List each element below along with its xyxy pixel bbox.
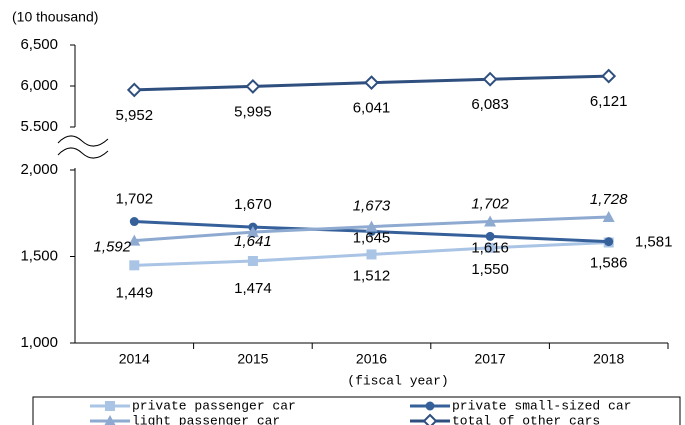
data-label: 5,952	[116, 107, 154, 124]
x-tick-label: 2017	[475, 351, 506, 367]
legend-label: private passenger car	[132, 398, 296, 413]
marker	[126, 82, 142, 98]
data-label: 5,995	[234, 103, 272, 120]
marker	[425, 401, 435, 411]
y-tick-label: 6,000	[20, 77, 58, 94]
marker	[482, 71, 498, 87]
marker	[484, 215, 497, 227]
data-label: 6,083	[471, 96, 509, 113]
data-label: 1,673	[353, 198, 391, 215]
marker	[485, 242, 496, 253]
data-label: 1,449	[116, 284, 154, 301]
x-tick-label: 2015	[237, 351, 268, 367]
y-unit: (10 thousand)	[12, 9, 98, 25]
marker	[604, 237, 614, 247]
legend-label: total of other cars	[452, 413, 600, 425]
data-label: 1,592	[94, 239, 132, 256]
data-label: 1,474	[234, 280, 272, 297]
x-axis-label: (fiscal year)	[347, 373, 448, 388]
data-label: 1,581	[635, 233, 673, 250]
y-tick-label: 2,000	[20, 161, 58, 178]
marker	[366, 249, 377, 260]
data-label: 1,728	[590, 191, 628, 208]
y-tick-label: 5.500	[20, 118, 58, 135]
marker	[128, 234, 141, 246]
legend-label: light passenger car	[132, 413, 280, 425]
data-label: 1,550	[471, 261, 509, 278]
y-tick-label: 1,000	[20, 334, 58, 351]
data-label: 1,645	[353, 229, 391, 246]
x-tick-label: 2018	[593, 351, 624, 367]
legend-label: private small-sized car	[452, 398, 631, 413]
data-label: 6,041	[353, 100, 391, 117]
data-label: 1,641	[234, 233, 272, 250]
marker	[104, 415, 116, 425]
marker	[485, 231, 495, 241]
data-label: 1,702	[116, 191, 154, 208]
marker	[601, 68, 617, 84]
marker	[364, 75, 379, 91]
y-tick-label: 6,500	[20, 36, 58, 53]
data-label: 1,670	[234, 196, 272, 213]
x-tick-label: 2014	[119, 351, 150, 367]
axis-break	[57, 147, 109, 159]
marker	[105, 401, 115, 411]
marker	[247, 255, 258, 266]
data-label: 1,616	[471, 239, 509, 256]
y-tick-label: 1,500	[20, 247, 58, 264]
marker	[245, 78, 261, 94]
marker	[365, 220, 378, 232]
data-label: 6,121	[590, 93, 628, 110]
x-tick-label: 2016	[356, 351, 387, 367]
marker	[129, 260, 140, 271]
marker	[422, 413, 438, 425]
marker	[246, 226, 259, 238]
data-label: 1,702	[471, 196, 509, 213]
axis-break	[57, 135, 109, 147]
legend	[32, 396, 681, 425]
marker	[129, 217, 139, 227]
data-label: 1,512	[353, 267, 391, 284]
marker	[602, 211, 615, 223]
data-label: 1,586	[590, 255, 628, 272]
